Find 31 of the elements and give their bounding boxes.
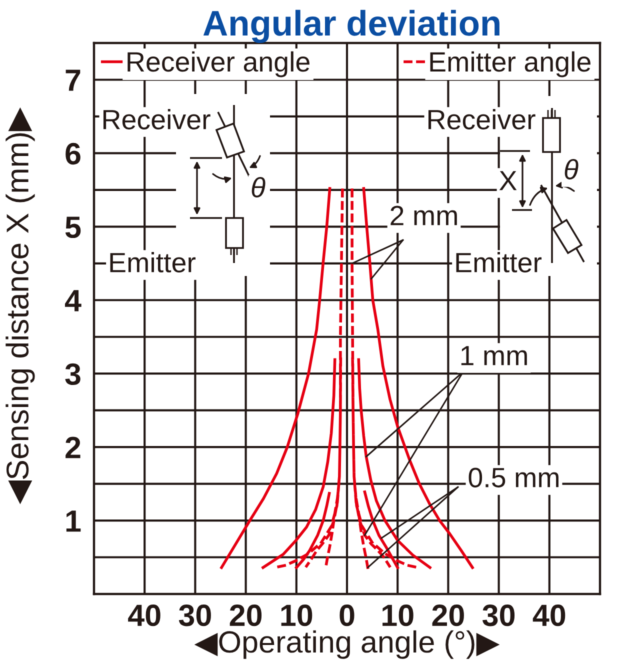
x-axis-title: ◀Operating angle (°)▶ [194,630,500,659]
annotation: 2 mm [390,206,457,226]
x-tick-label: 40 [128,604,160,626]
x-tick-label: 20 [230,604,262,626]
annotation: Emitter [110,252,196,272]
annotation: θ [564,159,578,180]
y-tick-label: 2 [66,436,80,458]
annotation: Receiver [428,109,536,130]
legend-label: Emitter angle [430,51,590,78]
legend-label: Receiver angle [128,51,310,78]
y-tick-label: 4 [64,290,82,312]
x-tick-label: 0 [340,604,354,626]
y-axis-title: ◀Sensing distance X (mm)▶ [6,107,35,504]
y-tick-label: 6 [66,142,80,165]
annotation: Emitter [456,252,542,272]
annotation: X [499,171,517,190]
annotation: Receiver [103,109,210,130]
y-tick-label: 3 [65,363,80,386]
y-tick-label: 7 [66,70,80,91]
annotation: θ [252,177,266,198]
y-tick-label: 5 [65,216,81,238]
chart-title: Angular deviation [203,10,500,43]
x-tick-label: 30 [482,604,515,626]
x-tick-label: 10 [382,604,414,626]
x-tick-label: 10 [281,604,312,626]
x-tick-label: 30 [178,604,211,626]
annotation: 0.5 mm [468,468,558,488]
x-tick-label: 20 [432,604,464,626]
x-tick-label: 40 [532,604,566,626]
annotation: 1 mm [461,346,527,366]
y-tick-label: 1 [66,510,81,532]
